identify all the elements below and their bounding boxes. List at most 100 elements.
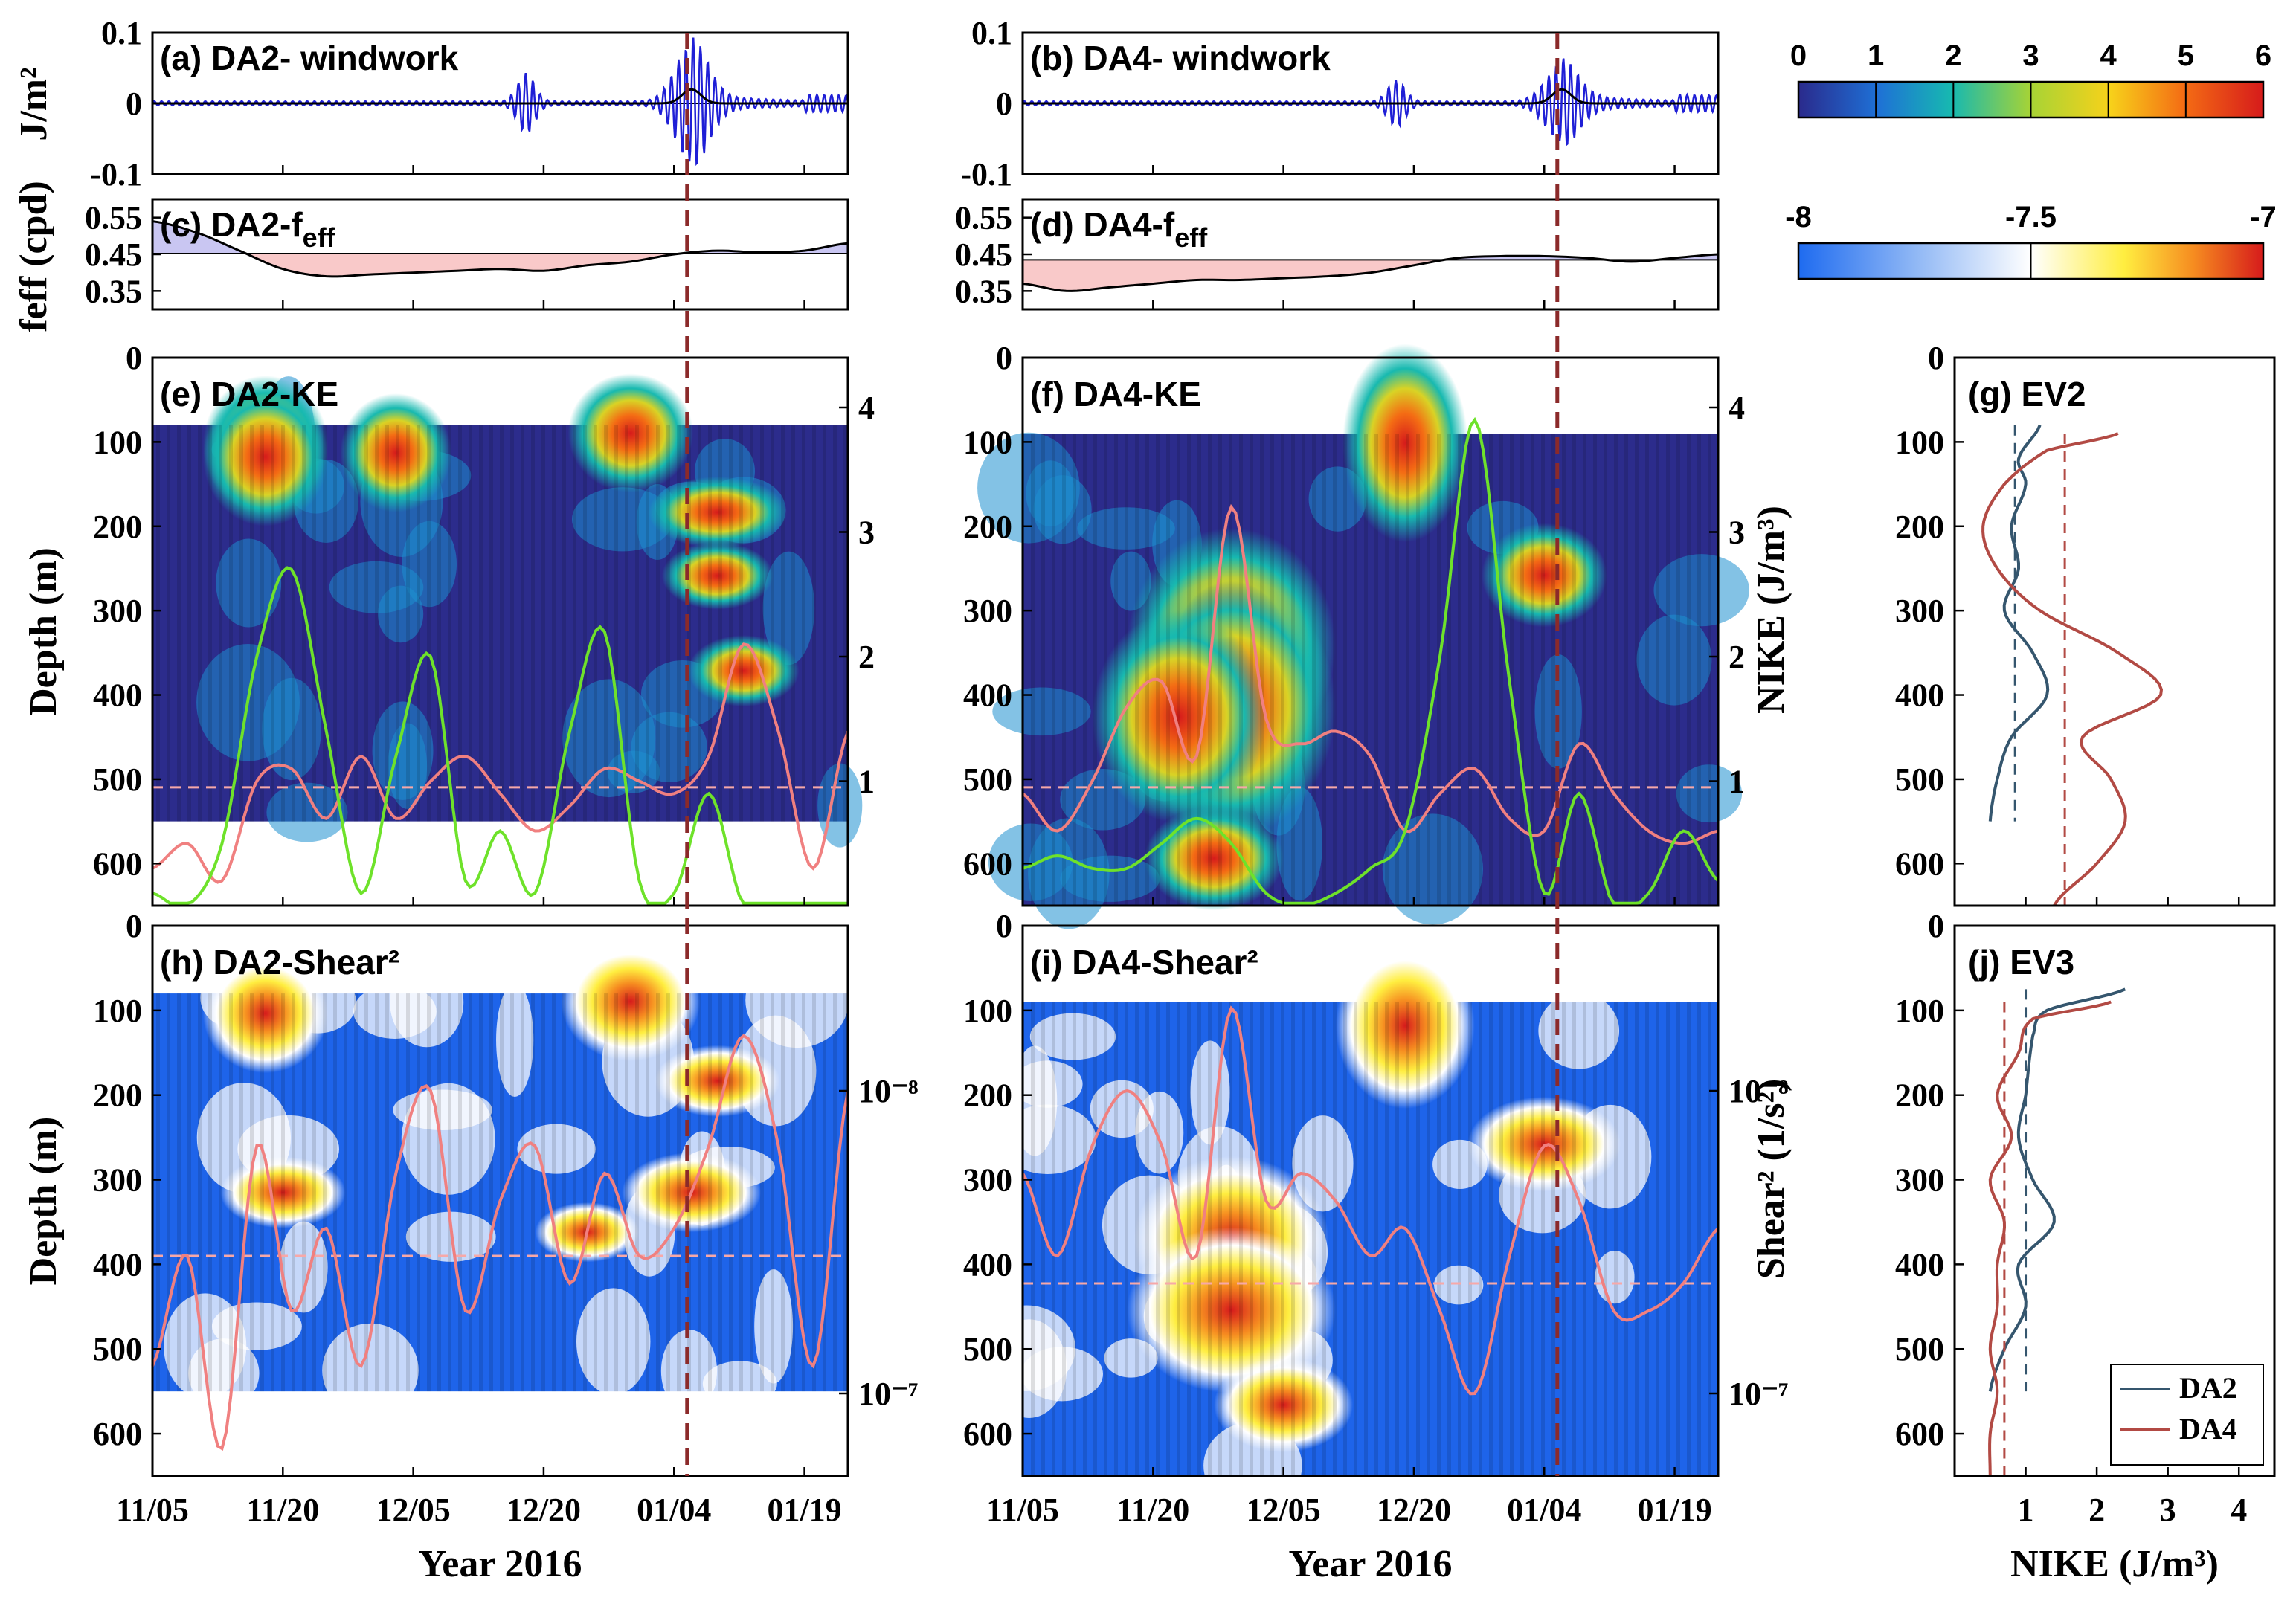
xtick-label-j: 1: [2018, 1492, 2034, 1528]
ytick-label-e: 0: [126, 340, 142, 376]
colorbar-label-0: 2: [1945, 39, 1961, 72]
series-feff-c: [152, 220, 849, 278]
ytick-label-f: 100: [963, 424, 1012, 460]
heatmap-stripes-e: [152, 425, 848, 822]
axes-box-g: [1953, 356, 2276, 907]
series-nike-f: [1021, 503, 1719, 845]
right-tick-label-f: 2: [1729, 639, 1745, 675]
ylabel-a: J/m²: [13, 67, 55, 141]
right-axis-label-i: Shear² (1/s²): [1750, 1079, 1792, 1280]
profile-da4-g: [1981, 432, 2164, 907]
ytick-label-f: 500: [963, 761, 1012, 798]
colorbar-label-0: 0: [1790, 39, 1807, 72]
colorbar-label-1: -7: [2250, 201, 2277, 233]
ytick-label-a: 0: [126, 86, 142, 122]
xtick-label-i: 12/20: [1377, 1492, 1451, 1528]
ytick-label-d: 0.55: [955, 200, 1012, 236]
panel-title-g: (g) EV2: [1968, 375, 2086, 413]
axes-box-f: [1021, 356, 1720, 907]
axes-box-i: [1021, 924, 1720, 1477]
ytick-label-f: 600: [963, 845, 1012, 882]
ytick-label-i: 600: [963, 1416, 1012, 1452]
ytick-label-h: 0: [126, 908, 142, 944]
xtick-label-j: 2: [2088, 1492, 2105, 1528]
xtick-label-i: 11/20: [1116, 1492, 1189, 1528]
xaxis-label-left: Year 2016: [418, 1543, 582, 1585]
ytick-label-c: 0.45: [85, 236, 142, 273]
panel-title-h: (h) DA2-Shear²: [160, 943, 399, 982]
ytick-label-h: 500: [93, 1331, 142, 1367]
panel-title-i: (i) DA4-Shear²: [1030, 943, 1258, 982]
series-shear--i: [1021, 1005, 1720, 1396]
right-tick-label-f: 4: [1729, 390, 1745, 426]
colorbar-label-0: 5: [2178, 39, 2194, 72]
xtick-label-j: 3: [2160, 1492, 2176, 1528]
xtick-label-i: 01/04: [1507, 1492, 1581, 1528]
ytick-label-f: 400: [963, 677, 1012, 714]
legend-label-da2: DA2: [2179, 1371, 2237, 1405]
colorbar-label-0: 1: [1868, 39, 1884, 72]
ytick-label-i: 0: [996, 908, 1012, 944]
series-smoothed-b: [1023, 88, 1718, 105]
series-nike-e: [152, 642, 849, 884]
fill-below-d: [1023, 260, 1718, 291]
ytick-label-f: 0: [996, 340, 1012, 376]
ytick-label-j: 200: [1895, 1077, 1944, 1114]
right-tick-label-h: 10⁻⁸: [858, 1073, 918, 1109]
profile-da4-j: [1988, 1000, 2112, 1477]
right-tick-label-f: 1: [1729, 764, 1745, 800]
ytick-label-g: 100: [1895, 424, 1944, 460]
ylabel-c: feff (cpd): [13, 181, 55, 332]
series-shear--h: [151, 1034, 849, 1451]
ytick-label-j: 0: [1928, 908, 1944, 944]
xtick-label-j: 4: [2231, 1492, 2247, 1528]
ytick-label-a: -0.1: [90, 156, 142, 193]
right-tick-label-h: 10⁻⁷: [858, 1376, 918, 1412]
ytick-label-h: 300: [93, 1162, 142, 1199]
xtick-label-h: 12/05: [376, 1492, 451, 1528]
series-windwork-proxy-e: [152, 566, 848, 905]
legend-label-da4: DA4: [2179, 1412, 2237, 1446]
ytick-label-g: 200: [1895, 509, 1944, 545]
ytick-label-g: 0: [1928, 340, 1944, 376]
ytick-label-i: 100: [963, 993, 1012, 1029]
ytick-label-e: 100: [93, 424, 142, 460]
heatmap-stripes-h: [152, 993, 848, 1392]
right-tick-label-i: 10⁻⁷: [1729, 1376, 1788, 1412]
ytick-label-h: 200: [93, 1077, 142, 1114]
ytick-label-c: 0.55: [85, 200, 142, 236]
fill-above-d: [1023, 254, 1718, 260]
ytick-label-j: 300: [1895, 1162, 1944, 1199]
xtick-label-i: 12/05: [1247, 1492, 1321, 1528]
right-axis-label-f: NIKE (J/m³): [1750, 506, 1792, 714]
series-feff-d: [1022, 253, 1719, 292]
ytick-label-b: 0: [996, 86, 1012, 122]
ytick-label-i: 300: [963, 1162, 1012, 1199]
xtick-label-h: 11/20: [246, 1492, 319, 1528]
ytick-label-i: 400: [963, 1246, 1012, 1283]
legend-box: [2110, 1364, 2264, 1466]
ytick-label-b: -0.1: [960, 156, 1012, 193]
colorbar-label-1: -7.5: [2005, 201, 2057, 233]
panel-title-d: (d) DA4-feff: [1030, 205, 1208, 253]
xaxis-label-right: Year 2016: [1288, 1543, 1452, 1585]
ytick-label-e: 600: [93, 845, 142, 882]
ylabel-e: Depth (m): [22, 547, 65, 716]
ytick-label-f: 200: [963, 509, 1012, 545]
ytick-label-e: 200: [93, 509, 142, 545]
right-tick-label-f: 3: [1729, 515, 1745, 551]
panel-title-b: (b) DA4- windwork: [1030, 39, 1331, 77]
ytick-label-j: 100: [1895, 993, 1944, 1029]
ytick-label-f: 300: [963, 593, 1012, 629]
heatmap-stripes-f: [1023, 434, 1718, 906]
right-tick-label-e: 4: [858, 390, 875, 426]
ytick-label-g: 600: [1895, 845, 1944, 882]
ytick-label-g: 400: [1895, 677, 1944, 714]
ytick-label-e: 300: [93, 593, 142, 629]
ytick-label-h: 100: [93, 993, 142, 1029]
ytick-label-j: 400: [1895, 1246, 1944, 1283]
colorbar-label-0: 3: [2022, 39, 2039, 72]
axes-box-h: [151, 924, 849, 1477]
ytick-label-b: 0.1: [971, 15, 1012, 51]
